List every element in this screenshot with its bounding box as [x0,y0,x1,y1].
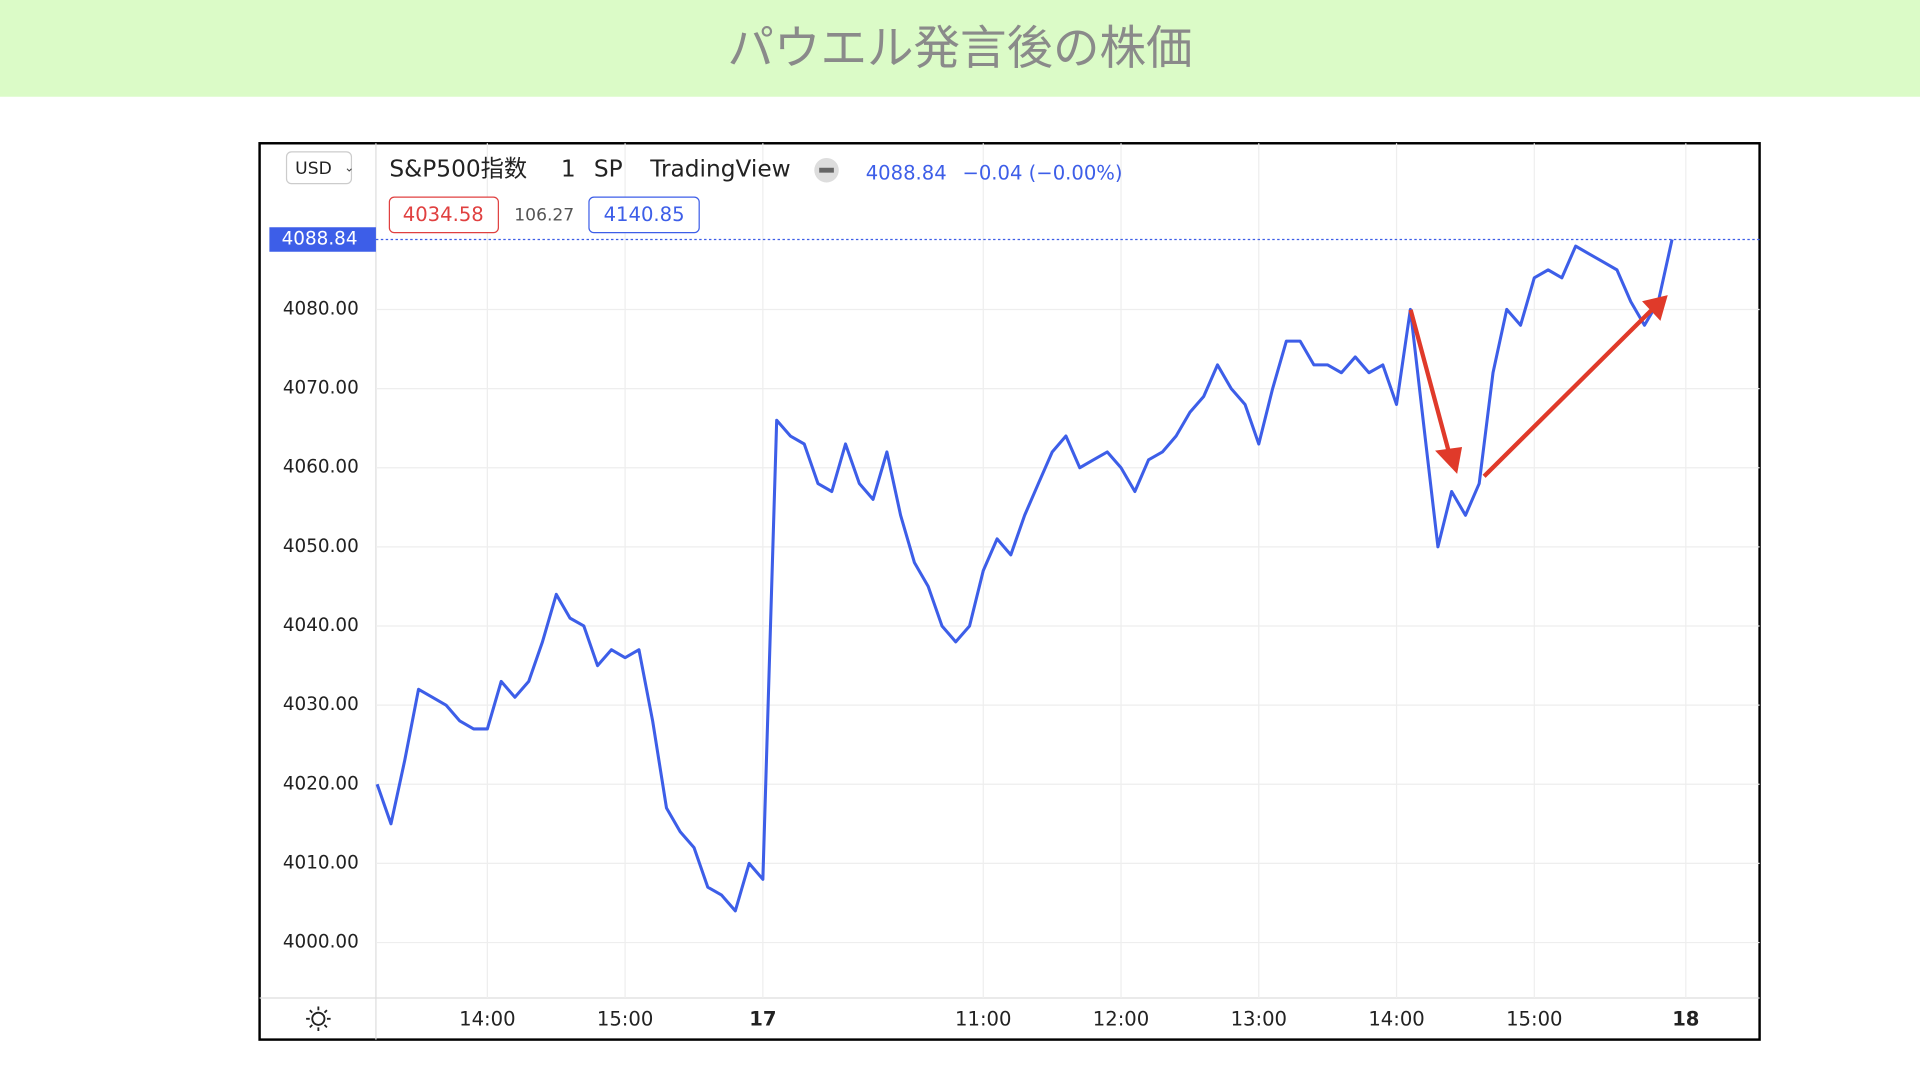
slide-title: パウエル発言後の株価 [727,21,1192,75]
y-tick-label: 4050.00 [283,536,359,557]
plot [375,143,1760,998]
x-tick-label: 11:00 [955,1008,1011,1031]
chart-frame [258,142,1761,1041]
x-tick-label: 15:00 [1506,1008,1562,1031]
x-tick-label: 15:00 [597,1008,653,1031]
price-line [375,239,1674,913]
y-tick-label: 4070.00 [283,378,359,399]
y-tick-label: 4000.00 [283,932,359,953]
exchange: SP [594,156,623,183]
y-tick-label: 4080.00 [283,298,359,319]
interval: 1 [561,156,576,183]
header-band [0,0,1920,97]
y-tick-label: 4060.00 [283,457,359,478]
y-tick-label: 4010.00 [283,852,359,873]
x-tick-label: 14:00 [1368,1008,1424,1031]
currency-button[interactable] [285,151,353,185]
x-tick-label: 17 [749,1008,776,1031]
x-tick-label: 13:00 [1231,1008,1287,1031]
y-tick-label: 4030.00 [283,694,359,715]
currency: USD [295,159,332,179]
x-tick-label: 14:00 [459,1008,515,1031]
x-tick-label: 12:00 [1093,1008,1149,1031]
last-price: 4088.84 [866,161,947,184]
ask-box[interactable] [588,196,700,234]
price-change: −0.04 (−0.00%) [962,161,1122,184]
annotation-arrows [1408,295,1668,478]
y-tick-label: 4020.00 [283,773,359,794]
x-tick-label: 18 [1672,1008,1699,1031]
price-tag-label: 4088.84 [282,228,358,249]
ask: 4140.85 [604,203,685,226]
bid-box[interactable] [388,196,499,234]
price-tag [269,227,376,252]
source: TradingView [649,156,790,183]
bid: 4034.58 [403,203,484,226]
status-icon [819,167,834,173]
symbol: S&P500指数 [389,156,527,183]
settings-icon[interactable] [306,1006,331,1032]
spread: 106.27 [514,206,574,226]
y-tick-label: 4040.00 [283,615,359,636]
dropdown-caret: ⌄ [344,160,354,174]
